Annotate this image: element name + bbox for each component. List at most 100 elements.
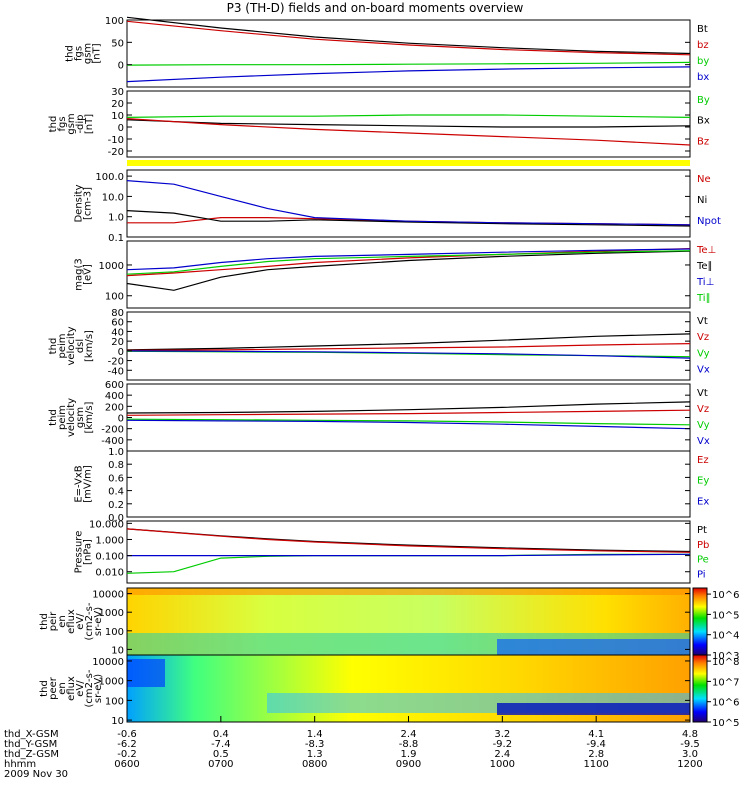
series-line-Vx: [126, 350, 691, 359]
legend-entry-Ey: Ey: [697, 476, 709, 487]
y-axis-label-line: thd: [65, 45, 76, 62]
y-tick-label: 10: [111, 645, 124, 656]
x-axis-row-label: thd_Z-GSM: [4, 749, 59, 760]
y-axis-label-line: gsm: [83, 43, 94, 64]
colorbar-gradient: [692, 654, 708, 723]
x-axis-row-value: 0900: [396, 759, 421, 770]
y-tick-label: 0.010: [95, 568, 124, 579]
y-tick-label: 10.0: [102, 192, 124, 203]
legend-entry-Bt: Bt: [697, 24, 708, 35]
y-axis-label-line: [nT]: [92, 43, 103, 63]
y-tick-label: 0.8: [108, 460, 124, 471]
x-axis-row-value: 1100: [583, 759, 608, 770]
plot-frame: [126, 520, 691, 584]
legend-entry-Ex: Ex: [697, 496, 709, 507]
y-axis-label-line: en: [57, 615, 68, 628]
legend: Pt Pb Pe Pi: [697, 525, 709, 580]
y-axis-label-line: gsm: [66, 113, 77, 134]
y-axis-label-line: -dip: [75, 114, 86, 133]
y-axis-label-line: velocity: [66, 398, 77, 437]
y-tick-label: 200: [105, 402, 124, 413]
series-line-Te⊥: [126, 248, 691, 277]
y-tick-label: -40: [108, 366, 124, 377]
colorbar-tick-label: 10^6: [712, 590, 739, 601]
legend-entry-Vt: Vt: [697, 316, 708, 327]
series-line-Te∥: [126, 250, 691, 291]
y-tick-label: 0: [118, 347, 124, 358]
y-axis-label-line: sr-eV): [93, 607, 104, 636]
colorbar: 10^3 10^4 10^5 10^6: [692, 587, 739, 662]
y-axis-label-line: eflux: [66, 609, 77, 634]
series-line-Vy: [126, 418, 691, 426]
y-axis-label: Pressure[nPa]: [74, 531, 94, 574]
colorbar-tick-label: 10^5: [712, 718, 739, 729]
y-tick-label: 0: [118, 414, 124, 425]
colorbar-tick-label: 10^7: [712, 677, 739, 688]
y-axis-label-line: [nT]: [84, 114, 95, 134]
y-tick-label: 0.100: [95, 552, 124, 563]
y-tick-label: 10: [111, 716, 124, 727]
status-bar: [127, 160, 690, 166]
y-axis-label: Density[cm-3]: [74, 184, 94, 222]
y-tick-label: 0.1: [108, 233, 124, 244]
y-tick-label: 600: [105, 380, 124, 391]
plot-frame: [126, 383, 691, 452]
series-line-Bt: [126, 16, 691, 55]
legend: Bt bz by bx: [697, 24, 709, 83]
series-line-Npot: [126, 180, 691, 226]
colorbar-gradient: [692, 587, 708, 656]
x-axis-row-value: -0.2: [117, 749, 137, 760]
y-axis-label-line: dsl: [75, 339, 86, 353]
x-axis-row-value: -8.8: [399, 739, 419, 750]
y-tick-label: 100: [105, 627, 124, 638]
y-tick-label: 50: [111, 38, 124, 49]
x-axis-row-value: 0600: [114, 759, 139, 770]
y-tick-label: -20: [108, 147, 124, 158]
legend-entry-By: By: [697, 95, 710, 106]
series-line-Pi: [127, 553, 691, 557]
x-axis-row-value: 0700: [208, 759, 233, 770]
series-line-Vz: [126, 409, 691, 416]
y-tick-label: 1.0: [108, 213, 124, 224]
y-tick-label: 1000: [99, 261, 124, 272]
series-line-Vt: [126, 401, 691, 414]
y-tick-label: 30: [111, 87, 124, 98]
legend-entry-Ti⊥: Ti⊥: [696, 277, 714, 288]
x-axis-layer: thd_X-GSM -0.6 0.4 1.4 2.4 3.2 4.1 4.8 thd_Y-GSM…: [4, 716, 703, 780]
series-line-by: [126, 61, 691, 66]
y-axis-label-line: fgs: [74, 46, 85, 61]
y-axis-label-line: thd: [48, 116, 59, 133]
y-axis-label-line: eflux: [66, 676, 77, 701]
x-axis-row-label: hhmm: [4, 759, 36, 770]
colorbar-tick-label: 10^3: [712, 651, 739, 662]
series-line-Pb: [126, 528, 691, 553]
y-tick-label: -400: [101, 436, 124, 447]
y-tick-label: 0.0: [108, 513, 124, 524]
y-axis-label-line: en: [57, 682, 68, 695]
legend-entry-Vy: Vy: [697, 348, 710, 359]
legend-entry-bx: bx: [697, 72, 709, 83]
y-axis-label-line: peir: [48, 611, 59, 631]
y-axis-label-line: [nPa]: [83, 539, 94, 565]
y-tick-label: -20: [108, 357, 124, 368]
y-tick-label: 0.4: [108, 487, 124, 498]
x-axis-row-label: thd_X-GSM: [4, 729, 59, 740]
legend-entry-Bx: Bx: [697, 116, 710, 127]
y-axis-label-line: (cm2-s-: [84, 602, 95, 640]
date-label: 2009 Nov 30: [4, 769, 68, 780]
legend-entry-Vz: Vz: [697, 332, 709, 343]
x-axis-row-label: thd_Y-GSM: [4, 739, 57, 750]
legend-entry-Pi: Pi: [697, 569, 706, 580]
y-axis-label-line: [mV/m]: [83, 465, 94, 503]
y-tick-label: 40: [111, 327, 124, 338]
x-axis-row-value: 2.8: [588, 749, 604, 760]
y-axis-label-line: peer: [48, 676, 59, 700]
y-tick-label: -10: [108, 135, 124, 146]
legend: Te⊥ Te∥ Ti⊥ Ti∥: [696, 245, 716, 304]
spectrogram-mid-band: [497, 703, 690, 715]
y-axis-label: mag(3[eV]: [74, 258, 94, 290]
